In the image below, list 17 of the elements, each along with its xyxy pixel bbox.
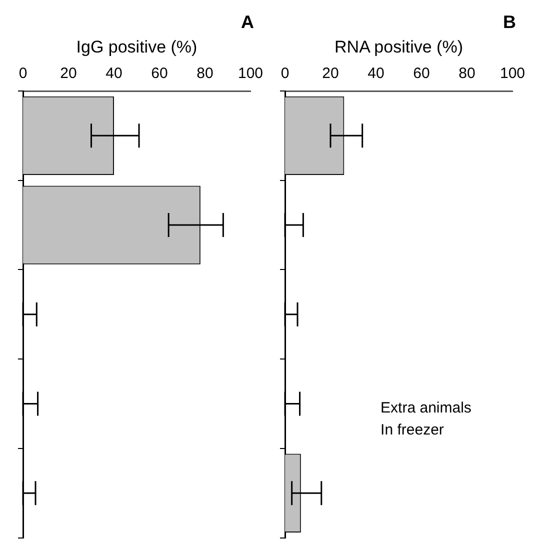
annotation: Extra animals In freezer — [380, 400, 472, 439]
x-tick-label: 60 — [413, 65, 430, 82]
x-tick-label: 100 — [500, 65, 525, 82]
x-tick-label: 80 — [196, 65, 214, 82]
x-tick-label: 0 — [18, 65, 28, 82]
x-tick-label: 40 — [106, 65, 122, 82]
chart-title: A — [241, 12, 254, 32]
x-tick-label: 20 — [60, 65, 77, 82]
x-tick-label: 80 — [458, 65, 476, 82]
x-tick-label: 60 — [151, 65, 168, 82]
x-tick-label: 40 — [368, 65, 384, 82]
x-tick-label: 100 — [238, 65, 263, 82]
x-tick-label: 0 — [280, 65, 290, 82]
chart-title: B — [503, 12, 516, 32]
x-axis-title: IgG positive (%) — [76, 37, 198, 56]
x-tick-label: 20 — [322, 65, 339, 82]
x-axis-title: RNA positive (%) — [334, 37, 463, 56]
